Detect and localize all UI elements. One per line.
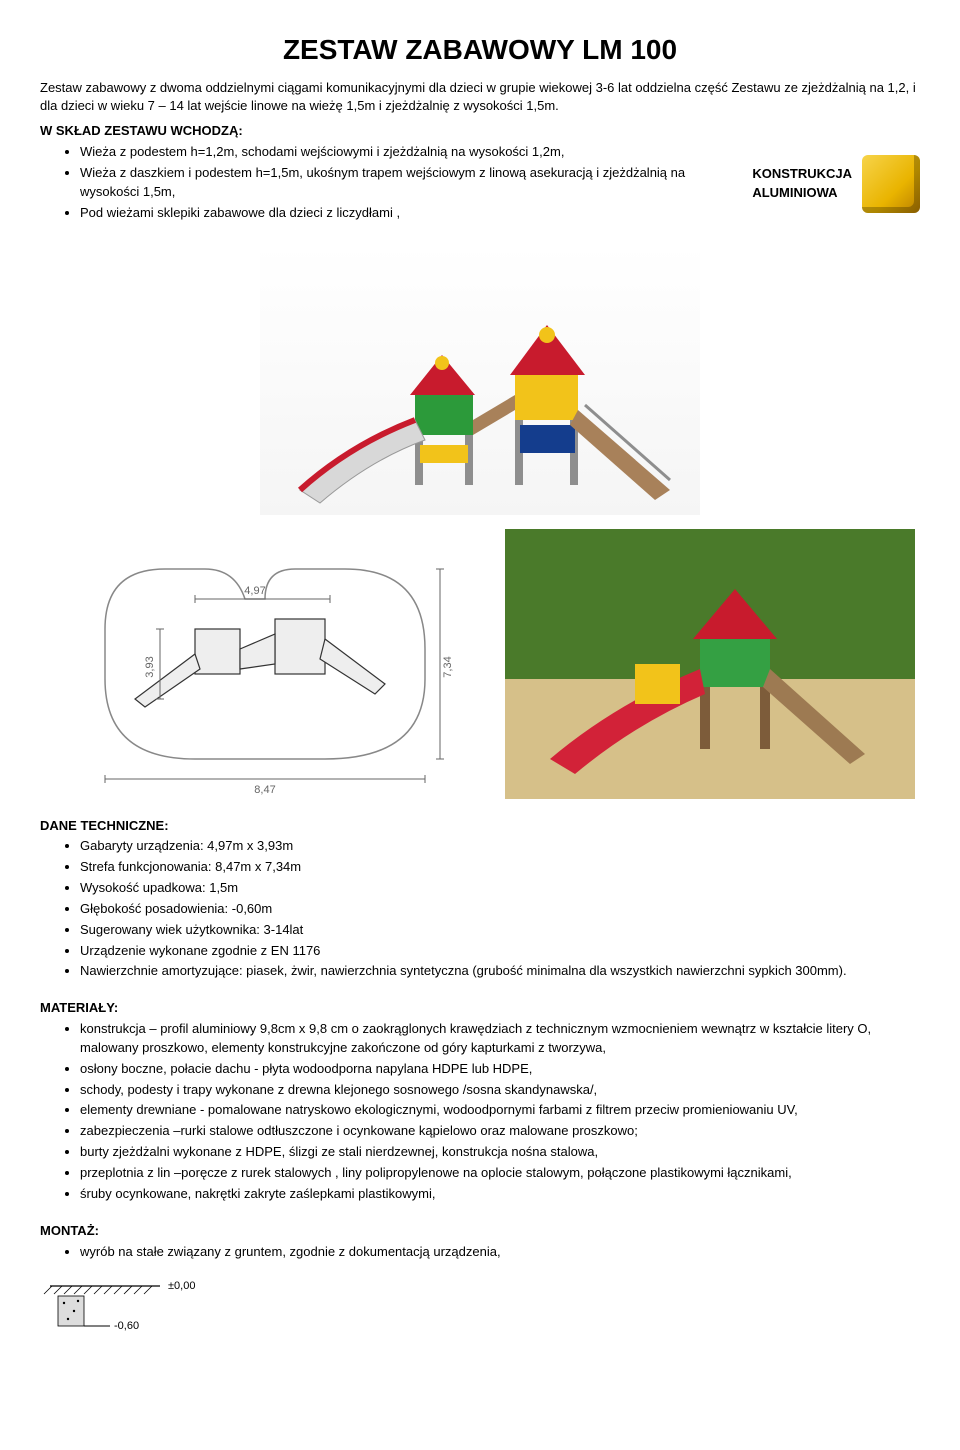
dim-outer-w: 8,47 [254,784,275,796]
sklad-heading: W SKŁAD ZESTAWU WCHODZĄ: [40,122,920,141]
materialy-list: konstrukcja – profil aluminiowy 9,8cm x … [40,1020,920,1204]
mat-item: osłony boczne, połacie dachu - płyta wod… [80,1060,920,1079]
mat-item: konstrukcja – profil aluminiowy 9,8cm x … [80,1020,920,1058]
product-render [260,245,700,515]
dim-inner-w: 4,97 [244,585,265,597]
intro-paragraph: Zestaw zabawowy z dwoma oddzielnymi ciąg… [40,79,920,117]
mat-item: śruby ocynkowane, nakrętki zakryte zaśle… [80,1185,920,1204]
montaz-list: wyrób na stałe związany z gruntem, zgodn… [40,1243,920,1262]
ground-bottom-label: -0,60 [114,1320,139,1332]
dane-item: Strefa funkcjonowania: 8,47m x 7,34m [80,858,920,877]
construction-badge: KONSTRUKCJA ALUMINIOWA [752,155,920,213]
dane-item: Urządzenie wykonane zgodnie z EN 1176 [80,942,920,961]
mat-item: burty zjeżdżalni wykonane z HDPE, ślizgi… [80,1143,920,1162]
product-photo [505,529,915,799]
dim-outer-h: 7,34 [442,656,454,677]
dane-item: Sugerowany wiek użytkownika: 3-14lat [80,921,920,940]
mat-item: elementy drewniane - pomalowane natrysko… [80,1101,920,1120]
materialy-heading: MATERIAŁY: [40,999,920,1018]
plan-drawing: 4,97 3,93 7,34 8,47 [45,529,485,799]
sklad-item: Wieża z daszkiem i podestem h=1,5m, ukoś… [80,164,738,202]
dane-item: Głębokość posadowienia: -0,60m [80,900,920,919]
mat-item: przeplotnia z lin –poręcze z rurek stalo… [80,1164,920,1183]
montaz-heading: MONTAŻ: [40,1222,920,1241]
sklad-list: Wieża z podestem h=1,2m, schodami wejści… [40,143,738,222]
montaz-item: wyrób na stałe związany z gruntem, zgodn… [80,1243,920,1262]
page-title: ZESTAW ZABAWOWY LM 100 [40,30,920,71]
badge-line1: KONSTRUKCJA [752,165,852,184]
foundation-sketch: ±0,00 -0,60 [40,1271,920,1347]
mat-item: schody, podesty i trapy wykonane z drewn… [80,1081,920,1100]
dane-item: Wysokość upadkowa: 1,5m [80,879,920,898]
sklad-item: Pod wieżami sklepiki zabawowe dla dzieci… [80,204,738,223]
dane-heading: DANE TECHNICZNE: [40,817,920,836]
dane-list: Gabaryty urządzenia: 4,97m x 3,93m Stref… [40,837,920,981]
sklad-item: Wieża z podestem h=1,2m, schodami wejści… [80,143,738,162]
badge-line2: ALUMINIOWA [752,184,852,203]
dim-inner-h: 3,93 [144,656,156,677]
ground-top-label: ±0,00 [168,1280,195,1292]
dane-item: Gabaryty urządzenia: 4,97m x 3,93m [80,837,920,856]
aluminium-profile-icon [862,155,920,213]
mat-item: zabezpieczenia –rurki stalowe odtłuszczo… [80,1122,920,1141]
dane-item: Nawierzchnie amortyzujące: piasek, żwir,… [80,962,920,981]
